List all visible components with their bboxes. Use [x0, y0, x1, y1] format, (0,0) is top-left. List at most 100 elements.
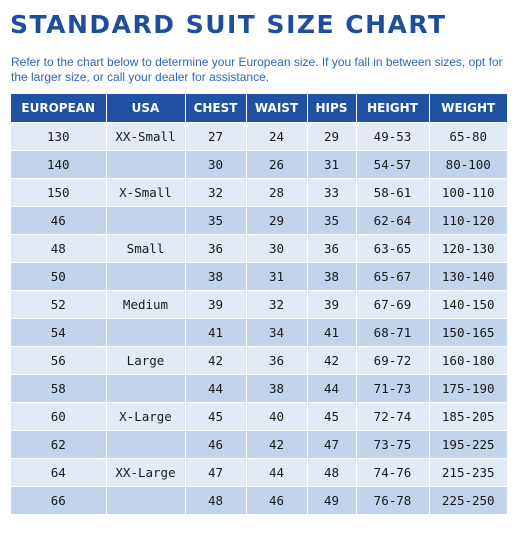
cell-hips: 31: [306, 150, 356, 179]
cell-usa: [105, 262, 185, 291]
column-header-height: HEIGHT: [355, 94, 429, 123]
cell-usa: X-Large: [105, 402, 185, 431]
cell-weight: 130-140: [428, 262, 507, 291]
cell-hips: 45: [306, 402, 356, 431]
table-row: 130 XX-Small 27 24 29 49-53 65-80: [11, 122, 507, 151]
table-row: 140 30 26 31 54-57 80-100: [11, 150, 507, 179]
cell-hips: 44: [306, 374, 356, 403]
cell-weight: 225-250: [428, 486, 507, 514]
cell-chest: 42: [184, 346, 246, 375]
cell-chest: 47: [184, 458, 246, 487]
cell-european: 52: [11, 290, 106, 319]
cell-chest: 41: [184, 318, 246, 347]
cell-hips: 35: [306, 206, 356, 235]
cell-weight: 110-120: [428, 206, 507, 235]
cell-chest: 48: [184, 486, 246, 514]
cell-european: 46: [11, 206, 106, 235]
table-row: 66 48 46 49 76-78 225-250: [11, 486, 507, 514]
cell-hips: 47: [306, 430, 356, 459]
column-header-weight: WEIGHT: [428, 94, 507, 123]
table-row: 62 46 42 47 73-75 195-225: [11, 430, 507, 459]
cell-usa: [105, 486, 185, 514]
cell-usa: XX-Large: [105, 458, 185, 487]
cell-hips: 49: [306, 486, 356, 514]
cell-waist: 42: [245, 430, 307, 459]
column-header-hips: HIPS: [306, 94, 356, 123]
table-row: 46 35 29 35 62-64 110-120: [11, 206, 507, 235]
cell-height: 54-57: [355, 150, 429, 179]
cell-usa: Small: [105, 234, 185, 263]
cell-chest: 39: [184, 290, 246, 319]
table-row: 150 X-Small 32 28 33 58-61 100-110: [11, 178, 507, 207]
cell-waist: 40: [245, 402, 307, 431]
page-title: STANDARD SUIT SIZE CHART: [10, 10, 447, 39]
table-row: 58 44 38 44 71-73 175-190: [11, 374, 507, 403]
table-body: 130 XX-Small 27 24 29 49-53 65-80 140 30 26 31 54-5…: [11, 122, 507, 514]
cell-european: 50: [11, 262, 106, 291]
cell-chest: 30: [184, 150, 246, 179]
table-row: 48 Small 36 30 36 63-65 120-130: [11, 234, 507, 263]
cell-chest: 32: [184, 178, 246, 207]
cell-height: 74-76: [355, 458, 429, 487]
cell-european: 54: [11, 318, 106, 347]
cell-hips: 39: [306, 290, 356, 319]
cell-weight: 100-110: [428, 178, 507, 207]
cell-usa: [105, 374, 185, 403]
table-row: 60 X-Large 45 40 45 72-74 185-205: [11, 402, 507, 431]
cell-weight: 65-80: [428, 122, 507, 151]
cell-usa: [105, 318, 185, 347]
table-row: 54 41 34 41 68-71 150-165: [11, 318, 507, 347]
cell-usa: Medium: [105, 290, 185, 319]
cell-european: 58: [11, 374, 106, 403]
cell-chest: 27: [184, 122, 246, 151]
cell-hips: 33: [306, 178, 356, 207]
cell-waist: 30: [245, 234, 307, 263]
cell-waist: 31: [245, 262, 307, 291]
size-chart-table: EUROPEAN USA CHEST WAIST HIPS HEIGHT WEI…: [11, 94, 507, 514]
cell-usa: Large: [105, 346, 185, 375]
cell-height: 71-73: [355, 374, 429, 403]
cell-waist: 36: [245, 346, 307, 375]
cell-hips: 29: [306, 122, 356, 151]
cell-chest: 45: [184, 402, 246, 431]
cell-usa: X-Small: [105, 178, 185, 207]
cell-hips: 41: [306, 318, 356, 347]
cell-european: 48: [11, 234, 106, 263]
cell-weight: 195-225: [428, 430, 507, 459]
cell-hips: 48: [306, 458, 356, 487]
cell-chest: 46: [184, 430, 246, 459]
cell-weight: 150-165: [428, 318, 507, 347]
cell-european: 60: [11, 402, 106, 431]
cell-chest: 44: [184, 374, 246, 403]
cell-hips: 42: [306, 346, 356, 375]
table-row: 56 Large 42 36 42 69-72 160-180: [11, 346, 507, 375]
cell-hips: 38: [306, 262, 356, 291]
cell-usa: [105, 150, 185, 179]
cell-chest: 36: [184, 234, 246, 263]
column-header-european: EUROPEAN: [11, 94, 106, 123]
cell-european: 66: [11, 486, 106, 514]
cell-waist: 34: [245, 318, 307, 347]
cell-height: 73-75: [355, 430, 429, 459]
cell-height: 65-67: [355, 262, 429, 291]
cell-weight: 120-130: [428, 234, 507, 263]
column-header-waist: WAIST: [245, 94, 307, 123]
cell-waist: 44: [245, 458, 307, 487]
cell-weight: 160-180: [428, 346, 507, 375]
column-header-chest: CHEST: [184, 94, 246, 123]
cell-height: 67-69: [355, 290, 429, 319]
cell-height: 68-71: [355, 318, 429, 347]
cell-height: 72-74: [355, 402, 429, 431]
cell-european: 56: [11, 346, 106, 375]
table-row: 50 38 31 38 65-67 130-140: [11, 262, 507, 291]
intro-text: Refer to the chart below to determine yo…: [11, 55, 503, 84]
cell-waist: 32: [245, 290, 307, 319]
cell-usa: XX-Small: [105, 122, 185, 151]
cell-waist: 28: [245, 178, 307, 207]
cell-height: 63-65: [355, 234, 429, 263]
cell-weight: 215-235: [428, 458, 507, 487]
cell-usa: [105, 430, 185, 459]
cell-waist: 29: [245, 206, 307, 235]
cell-weight: 80-100: [428, 150, 507, 179]
cell-waist: 24: [245, 122, 307, 151]
